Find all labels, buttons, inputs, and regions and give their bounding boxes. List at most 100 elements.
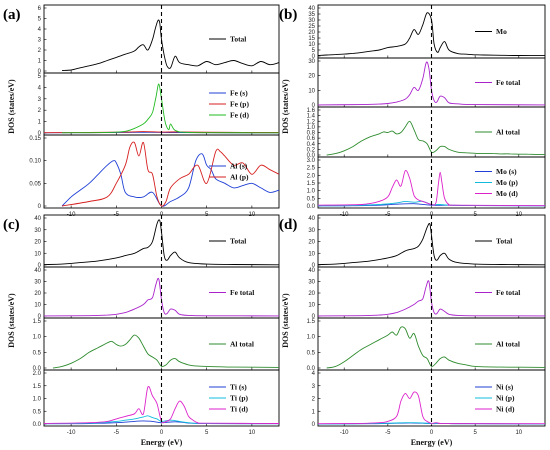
legend-entry: Ti (s) xyxy=(209,383,247,392)
legend-entry: Ti (p) xyxy=(209,394,248,403)
y-axis-label-c: DOS (states/eV) xyxy=(7,293,16,348)
legend-label: Fe total xyxy=(496,78,520,87)
y-tick-label: 2 xyxy=(312,397,316,403)
x-tick-label: 5 xyxy=(473,430,477,436)
legend-entry: Al (p) xyxy=(209,173,249,182)
series-line-al-total xyxy=(326,326,545,369)
y-axis-label-d: DOS (states/eV) xyxy=(281,293,290,348)
y-tick-label: 5 xyxy=(38,17,42,23)
legend-label: Total xyxy=(496,237,512,246)
y-tick-label: 0 xyxy=(38,69,42,75)
series-line-total xyxy=(318,223,545,266)
legend-entry: Mo (p) xyxy=(475,178,518,187)
legend-entry: Fe total xyxy=(209,288,254,297)
subplot-a-1: 0 1 2 3 4 5 6 Total xyxy=(38,4,280,75)
y-tick-label: 40 xyxy=(34,268,41,274)
legend-entry: Ni (p) xyxy=(475,394,515,403)
x-tick-label: -5 xyxy=(385,430,391,436)
legend-entry: Fe (p) xyxy=(209,100,249,109)
y-tick-label: 2 xyxy=(38,108,42,114)
panel-label-a: (a) xyxy=(3,7,21,23)
y-tick-label: 40 xyxy=(308,6,315,12)
series-line-mo xyxy=(318,12,545,57)
y-tick-label: 20 xyxy=(308,74,315,80)
legend-label: Al total xyxy=(230,340,254,349)
y-tick-label: 25 xyxy=(308,24,315,30)
panel-a: (a) DOS (states/eV) 0 1 2 3 4 5 6 Total 0 1 2 3 4 5 Fe (… xyxy=(3,4,280,218)
subplot-b-4: 0.0 0.51.0 1.5 2.02.5 3.0 Mo (s) Mo (p) Mo (d) xyxy=(307,156,546,210)
y-tick-label: 1.0 xyxy=(307,335,316,341)
panel-label-d: (d) xyxy=(279,217,297,233)
y-tick-label: 10 xyxy=(34,303,41,309)
series-line-fe-d xyxy=(62,83,279,134)
subplot-a-2: 0 1 2 3 4 5 Fe (s) Fe (p) Fe (d) xyxy=(38,72,280,137)
legend-label: Al total xyxy=(496,340,520,349)
y-tick-label: 0.5 xyxy=(33,409,42,415)
legend-entry: Ni (s) xyxy=(475,383,514,392)
legend-label: Al (s) xyxy=(230,162,248,171)
y-tick-label: 2.5 xyxy=(307,166,316,172)
legend-label: Mo xyxy=(496,27,507,36)
y-tick-label: 1 xyxy=(38,59,42,65)
y-tick-label: 10 xyxy=(34,251,41,257)
legend-entry: Mo (s) xyxy=(475,167,517,176)
y-tick-label: 3.0 xyxy=(307,158,316,164)
y-tick-label: 15 xyxy=(308,36,315,42)
legend-label: Ni (d) xyxy=(496,405,515,414)
x-tick-label: 0 xyxy=(160,430,164,436)
legend-entry: Fe total xyxy=(475,78,520,87)
legend-entry: Fe total xyxy=(475,288,520,297)
x-tick-label: -10 xyxy=(67,430,76,436)
y-tick-label: 30 xyxy=(308,280,315,286)
subplot-c-3: 0.0 0.5 1.0 1.5 Al total xyxy=(33,317,280,372)
x-axis-label-c: Energy (eV) xyxy=(141,438,183,447)
y-tick-label: 30 xyxy=(308,59,315,65)
legend-label: Fe (s) xyxy=(230,89,248,98)
legend-label: Fe (p) xyxy=(230,100,249,109)
y-tick-label: 20 xyxy=(34,291,41,297)
y-tick-label: 3 xyxy=(38,38,42,44)
legend-entry: Al total xyxy=(475,340,520,349)
legend-entry: Mo xyxy=(475,27,507,36)
legend-entry: Fe (s) xyxy=(209,89,248,98)
y-tick-label: 1 xyxy=(312,409,316,415)
legend-label: Ni (p) xyxy=(496,394,515,403)
legend-entry: Total xyxy=(209,237,246,246)
y-tick-label: 4 xyxy=(38,27,42,33)
y-tick-label: 1.5 xyxy=(307,319,316,325)
subplot-d-2: 0 10 20 30 40 Fe total xyxy=(308,266,546,320)
x-tick-label: 0 xyxy=(430,430,434,436)
legend-entry: Fe (d) xyxy=(209,111,249,120)
panel-c: (c) DOS (states/eV) Energy (eV) 0 10 20 30 40 To… xyxy=(3,214,280,447)
y-tick-label: 40 xyxy=(308,268,315,274)
legend-label: Mo (p) xyxy=(496,178,518,187)
panel-label-b: (b) xyxy=(279,7,297,23)
series-line-fe-total xyxy=(44,277,279,317)
series-line-fe-total xyxy=(318,61,545,106)
y-axis-label-b: DOS (states/eV) xyxy=(281,79,290,134)
y-tick-label: 0 xyxy=(38,263,42,269)
subplot-b-2: 0 10 20 30 Fe total xyxy=(308,57,546,109)
subplot-d-4: 0 1 2 3 4 Ni (s) Ni (p) Ni (d) xyxy=(312,369,546,428)
x-axis-label-d: Energy (eV) xyxy=(411,438,453,447)
legend-entry: Total xyxy=(475,237,512,246)
y-tick-label: 4 xyxy=(312,371,316,377)
y-tick-label: 1.0 xyxy=(33,335,42,341)
subplot-d-3: 0.0 0.5 1.0 1.5 Al total xyxy=(307,317,546,372)
y-tick-label: 0.6 xyxy=(307,136,316,142)
legend-label: Ti (s) xyxy=(230,383,247,392)
panel-b: (b)DOS (states/eV)0510152025303540Mo0102… xyxy=(279,4,546,218)
y-tick-label: 2.0 xyxy=(33,371,42,377)
legend-entry: Mo (d) xyxy=(475,189,518,198)
y-axis-label-a: DOS (states/eV) xyxy=(7,79,16,134)
legend-label: Fe total xyxy=(496,288,520,297)
legend-label: Ti (p) xyxy=(230,394,248,403)
y-tick-label: 0 xyxy=(38,131,42,137)
x-tick-label: -10 xyxy=(340,430,349,436)
y-tick-label: 2 xyxy=(38,48,42,54)
y-tick-label: 0.0 xyxy=(307,153,316,159)
legend-entry: Al total xyxy=(209,340,254,349)
y-tick-label: 10 xyxy=(308,42,315,48)
y-tick-label: 0.0 xyxy=(307,366,316,372)
